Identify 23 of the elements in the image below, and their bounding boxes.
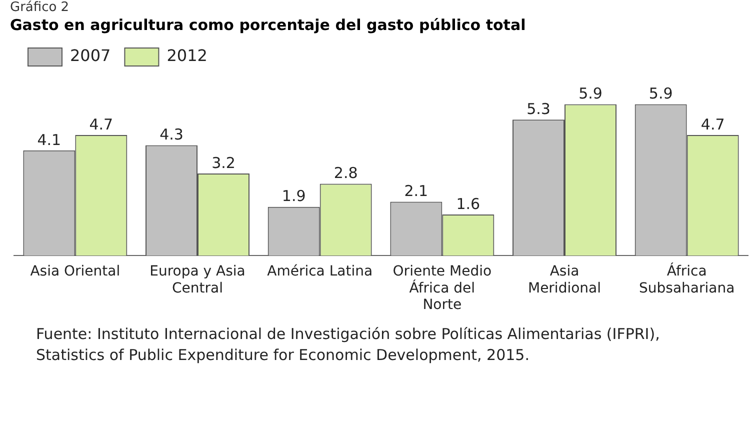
legend-label: 2012 bbox=[166, 46, 208, 66]
x-tick-label: Europa y Asia Central bbox=[150, 264, 246, 296]
chart-title: Gasto en agricultura como porcentaje del gasto público total bbox=[10, 16, 527, 34]
data-label: 4.7 bbox=[89, 115, 114, 134]
text: Gráfico 2 bbox=[10, 0, 70, 15]
data-label: 5.3 bbox=[526, 100, 550, 118]
data-label: 4.3 bbox=[160, 126, 184, 144]
data-label: 5.9 bbox=[648, 84, 673, 103]
data-label: 4.7 bbox=[700, 115, 725, 134]
data-label: 1.9 bbox=[282, 187, 306, 206]
x-tick-label: Asia Oriental bbox=[30, 264, 120, 280]
x-tick-label: Oriente Medio África del Norte bbox=[392, 264, 492, 314]
data-label: 1.6 bbox=[456, 194, 480, 213]
data-label: 4.1 bbox=[37, 130, 62, 149]
data-label: 2.8 bbox=[334, 164, 358, 182]
source-note: Fuente: Instituto Internacional de Investigación sobre Políticas Alimentarias (IFPRI), Statistics of Public Expenditure for Economic Development, 2015. bbox=[36, 324, 661, 366]
data-label: 5.9 bbox=[578, 84, 602, 103]
x-tick-label: América Latina bbox=[267, 264, 373, 280]
data-label: 2.1 bbox=[404, 182, 428, 200]
x-tick-label: África Subsahariana bbox=[639, 262, 735, 296]
data-label: 3.2 bbox=[212, 154, 236, 172]
legend-label: 2007 bbox=[70, 46, 111, 66]
x-tick-label: Asia Meridional bbox=[528, 264, 602, 296]
